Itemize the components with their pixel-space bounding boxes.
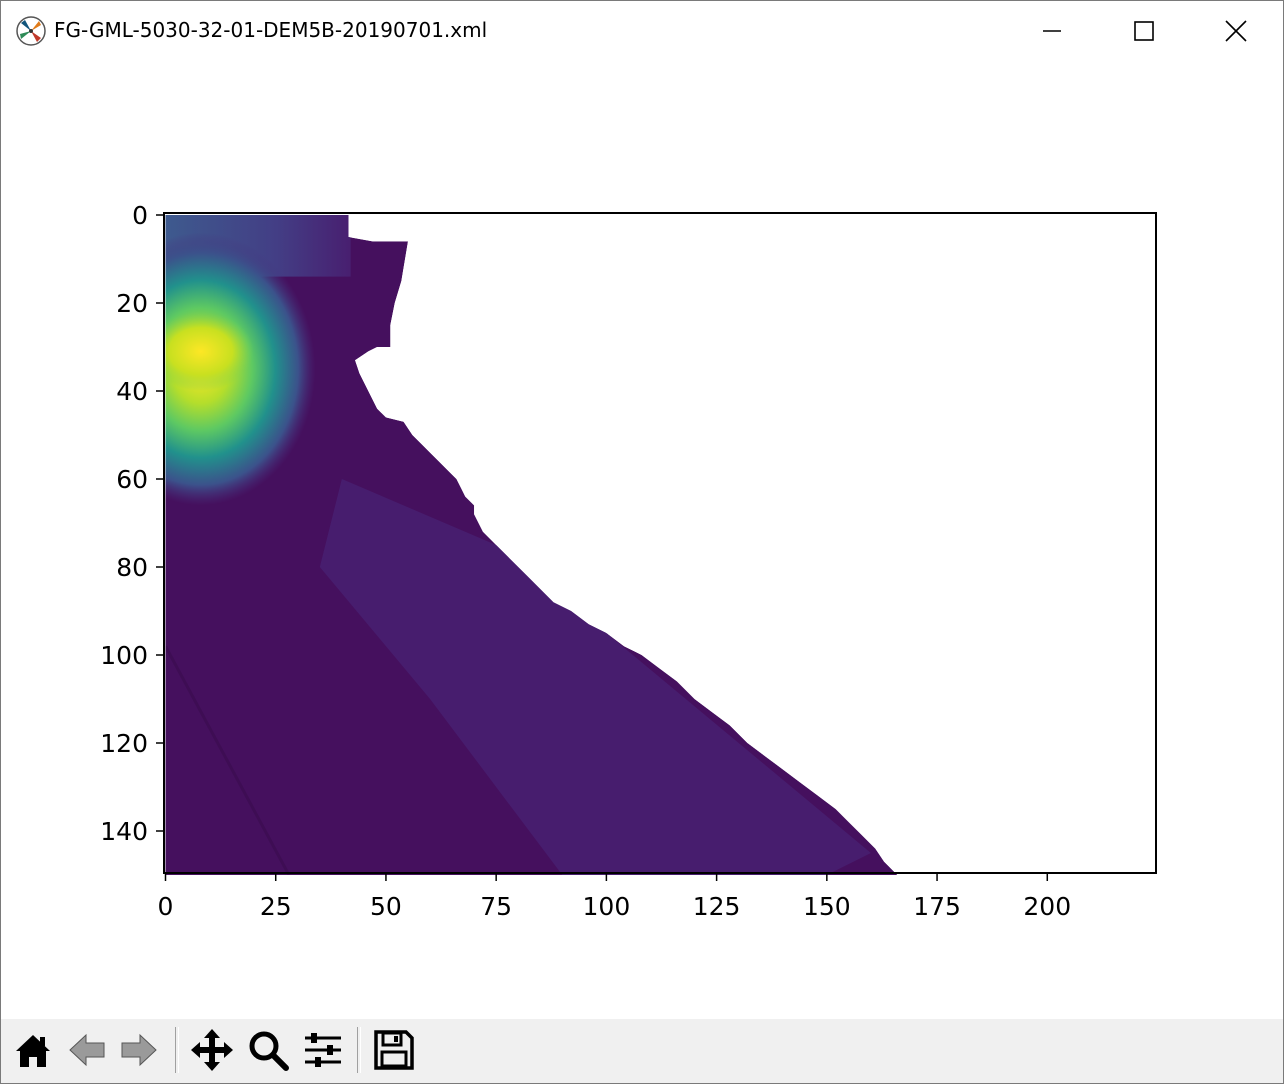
x-tick-label: 150 [803, 892, 851, 921]
back-button[interactable] [61, 1024, 113, 1076]
save-floppy-icon [374, 1030, 414, 1070]
minimize-button[interactable] [1006, 1, 1098, 61]
terrain-ridge-band [319, 479, 871, 875]
zoom-magnifier-icon [249, 1031, 289, 1071]
forward-arrow-icon [121, 1033, 157, 1067]
y-tick-label: 80 [116, 553, 148, 582]
y-tick-label: 60 [116, 465, 148, 494]
navigation-toolbar [1, 1019, 1283, 1083]
plot-svg: 0 25 50 75 100 125 150 175 200 0 20 40 60 80 100 120 14… [100, 201, 1157, 921]
terrain-linear-feature [165, 645, 291, 875]
configure-subplots-icon [305, 1033, 341, 1067]
close-icon [1225, 20, 1247, 42]
configure-subplots-button[interactable] [297, 1024, 349, 1076]
back-arrow-icon [69, 1033, 105, 1067]
window-title: FG-GML-5030-32-01-DEM5B-20190701.xml [54, 18, 488, 42]
toolbar-separator [175, 1027, 179, 1073]
x-tick-label: 200 [1023, 892, 1071, 921]
x-tick-label: 125 [693, 892, 741, 921]
pan-move-icon [191, 1029, 233, 1071]
pan-button[interactable] [186, 1024, 238, 1076]
x-tick-label: 175 [913, 892, 961, 921]
y-tick-label: 100 [100, 641, 148, 670]
figure-canvas[interactable]: 0 25 50 75 100 125 150 175 200 0 20 40 60 80 100 120 14… [1, 61, 1283, 1019]
toolbar-separator [357, 1027, 361, 1073]
home-icon [16, 1035, 50, 1067]
home-button[interactable] [7, 1024, 59, 1076]
title-bar[interactable]: FG-GML-5030-32-01-DEM5B-20190701.xml [1, 1, 1283, 61]
x-tick-label: 100 [583, 892, 631, 921]
matplotlib-app-icon [15, 15, 47, 47]
x-tick-label: 75 [480, 892, 512, 921]
x-tick-label: 0 [158, 892, 174, 921]
x-axis: 0 25 50 75 100 125 150 175 200 [158, 873, 1071, 921]
y-tick-label: 40 [116, 377, 148, 406]
terrain-peak-core [165, 311, 254, 391]
minimize-icon [1043, 30, 1061, 32]
y-tick-label: 0 [132, 201, 148, 230]
zoom-button[interactable] [242, 1024, 294, 1076]
maximize-icon [1134, 21, 1154, 41]
save-button[interactable] [368, 1024, 420, 1076]
close-button[interactable] [1190, 1, 1282, 61]
terrain-base [165, 215, 898, 875]
x-tick-label: 25 [260, 892, 292, 921]
y-tick-label: 120 [100, 729, 148, 758]
y-axis: 0 20 40 60 80 100 120 140 [100, 201, 164, 846]
forward-button[interactable] [113, 1024, 165, 1076]
axes-frame [163, 212, 1157, 874]
maximize-button[interactable] [1098, 1, 1190, 61]
heatmap-image [165, 215, 898, 875]
y-tick-label: 20 [116, 289, 148, 318]
x-tick-label: 50 [370, 892, 402, 921]
y-tick-label: 140 [100, 817, 148, 846]
